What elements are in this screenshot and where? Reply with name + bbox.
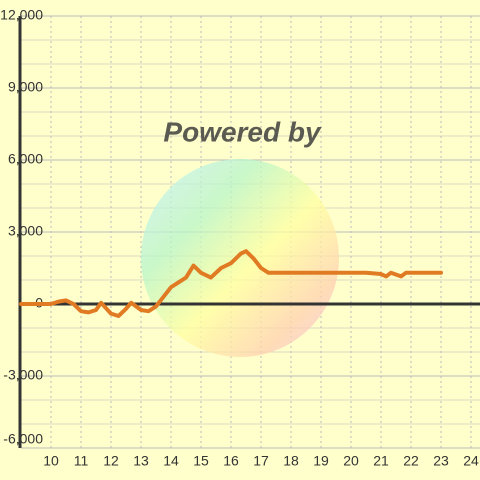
x-tick-label: 21	[373, 453, 389, 469]
x-tick-label: 17	[253, 453, 269, 469]
x-tick-label: 23	[433, 453, 449, 469]
x-tick-label: 16	[223, 453, 239, 469]
x-tick-label: 22	[403, 453, 419, 469]
line	[19, 249, 443, 318]
y-tick-label: 3,000	[8, 223, 43, 239]
x-tick-label: 10	[43, 453, 59, 469]
x-tick-label: 19	[313, 453, 329, 469]
x-tick-label: 24	[463, 453, 479, 469]
x-tick-label: 14	[163, 453, 179, 469]
x-tick-label: 13	[133, 453, 149, 469]
x-tick-label: 15	[193, 453, 209, 469]
y-tick-label: -6,000	[3, 431, 43, 447]
y-tick-label: 6,000	[8, 151, 43, 167]
watermark-logo	[141, 159, 339, 357]
x-tick-label: 12	[103, 453, 119, 469]
x-tick-label: 20	[343, 453, 359, 469]
y-tick-label: 9,000	[8, 79, 43, 95]
y-tick-label: -3,000	[3, 367, 43, 383]
x-tick-label: 11	[74, 453, 89, 469]
watermark: Powered by	[163, 116, 322, 147]
y-tick-label: 12,000	[0, 7, 43, 23]
x-tick-label: 18	[283, 453, 299, 469]
